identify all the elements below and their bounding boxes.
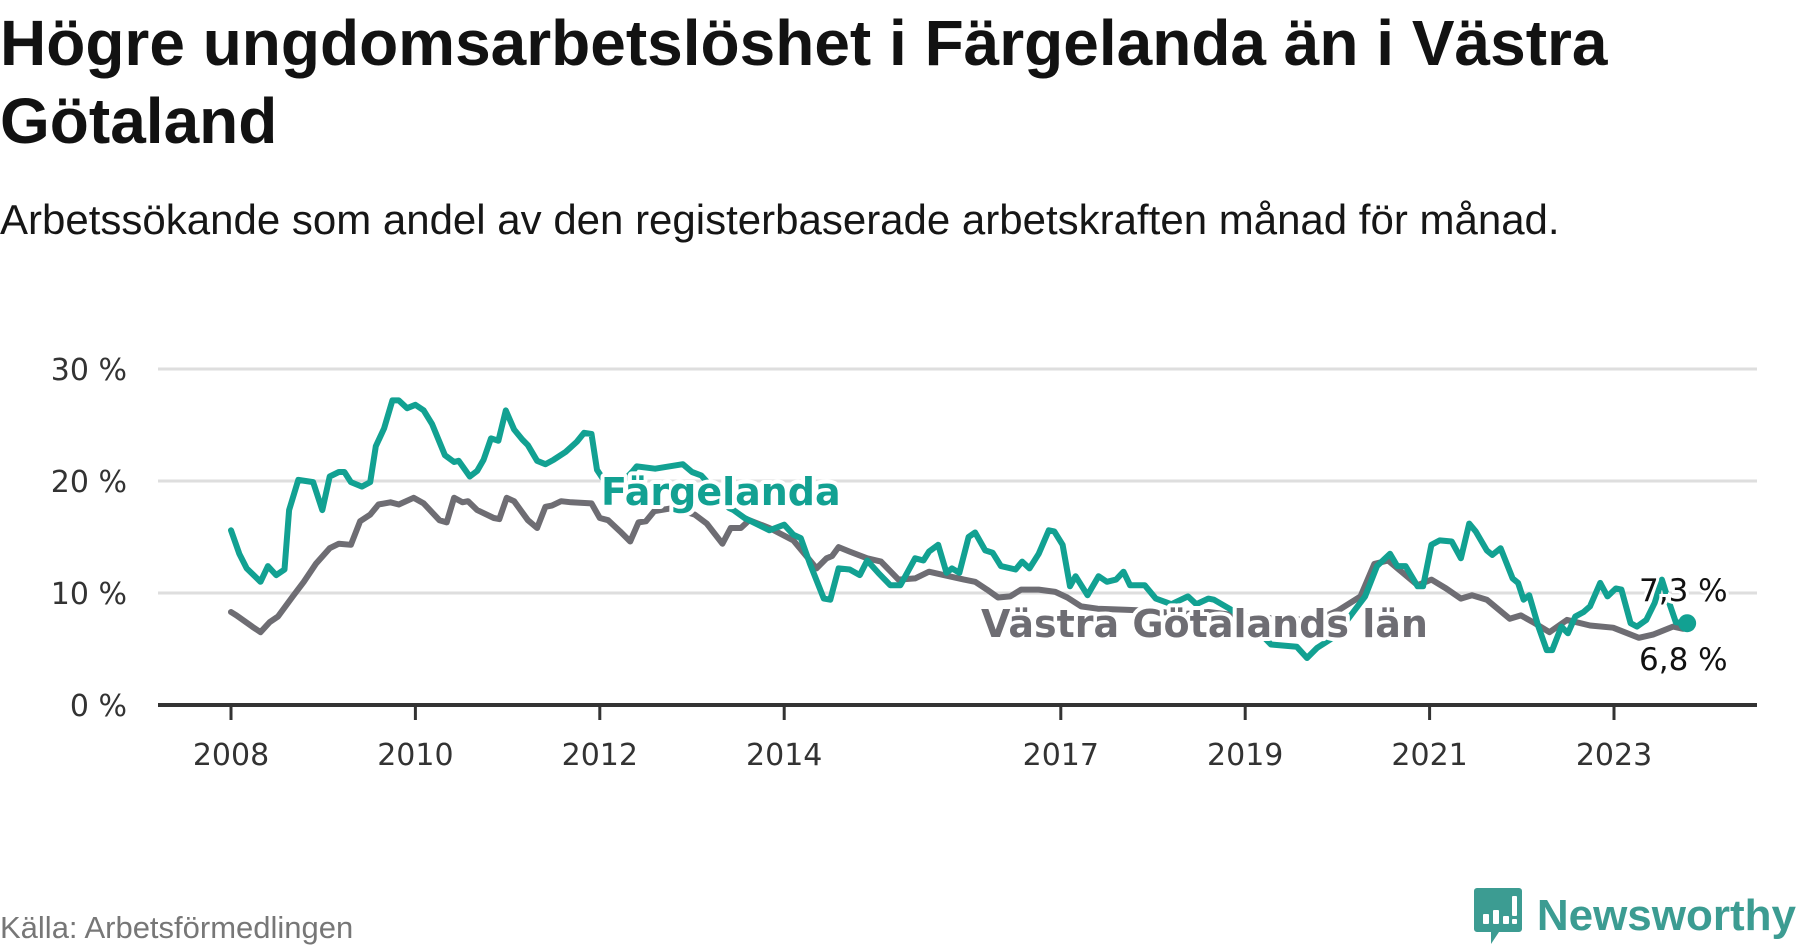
fargelanda-end-marker [1678, 614, 1697, 633]
series-label-fargelanda: Färgelanda [601, 470, 841, 514]
x-tick-label: 2008 [193, 738, 269, 773]
newsworthy-logo-icon [1473, 888, 1522, 944]
x-tick-label: 2021 [1391, 738, 1467, 773]
source-note: Källa: Arbetsförmedlingen [0, 910, 354, 945]
y-tick-label: 30 % [51, 353, 127, 388]
y-tick-label: 20 % [51, 465, 127, 500]
y-axis-ticks: 0 % 10 % 20 % 30 % [51, 353, 127, 724]
chart-subtitle: Arbetssökande som andel av den registerb… [0, 196, 1560, 243]
gridlines [158, 367, 1757, 595]
newsworthy-logo: Newsworthy [1473, 886, 1796, 946]
x-tick-label: 2012 [562, 738, 638, 773]
y-tick-label: 10 % [51, 577, 127, 612]
x-tick-label: 2010 [377, 738, 453, 773]
end-value-vastra-gotaland: 6,8 % [1639, 642, 1728, 678]
x-tick-label: 2019 [1207, 738, 1283, 773]
series-line-vastra-gotaland [228, 494, 1687, 641]
series-lines [228, 397, 1697, 661]
brand-name: Newsworthy [1536, 891, 1796, 940]
chart-title: Högre ungdomsarbetslöshet i Färgelanda ä… [0, 7, 1608, 157]
x-tick-label: 2023 [1576, 738, 1652, 773]
x-tick-label: 2017 [1023, 738, 1099, 773]
end-value-fargelanda: 7,3 % [1639, 573, 1728, 609]
series-labels: Färgelanda Västra Götalands län 7,3 % 6,8 % [597, 466, 1731, 681]
x-axis: 2008 2010 2012 2014 2017 2019 2021 2023 [158, 703, 1757, 773]
series-label-vastra-gotaland: Västra Götalands län [981, 602, 1428, 646]
y-tick-label: 0 % [70, 689, 127, 724]
x-tick-label: 2014 [746, 738, 822, 773]
series-line-fargelanda [228, 397, 1687, 661]
